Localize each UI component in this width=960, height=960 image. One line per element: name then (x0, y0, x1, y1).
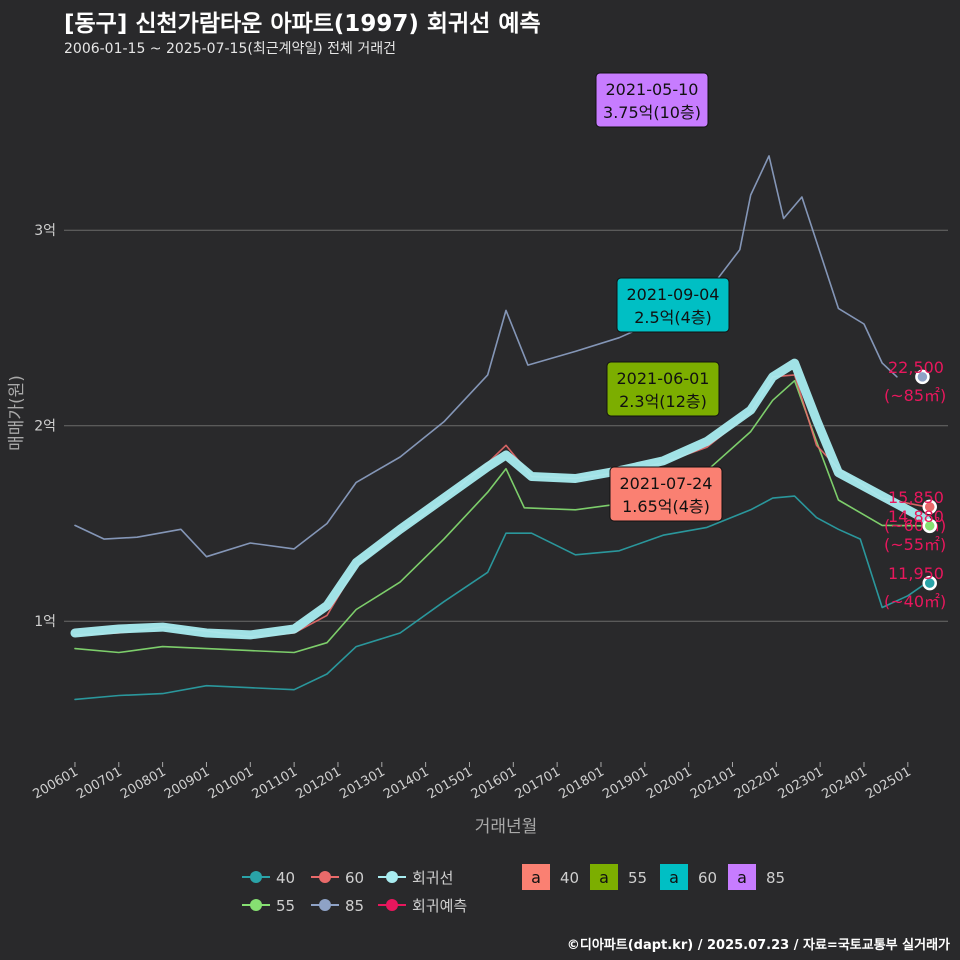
series-line-60 (74, 374, 927, 638)
x-tick-label: 201701 (513, 764, 563, 802)
legend-box-key (522, 864, 550, 890)
forecast-value-label: 15,850 (888, 488, 944, 507)
y-axis-title: 매매가(원) (7, 375, 27, 451)
x-tick-label: 202001 (644, 764, 694, 802)
annotation-date: 2021-07-24 (620, 474, 713, 493)
legend-box-glyph: a (531, 868, 541, 887)
legend-label: 55 (276, 897, 295, 915)
annotation-box (606, 361, 720, 417)
forecast-marker (922, 518, 937, 534)
series-line-55 (74, 379, 927, 654)
chart-title: [동구] 신천가람타운 아파트(1997) 회귀선 예측 (64, 11, 541, 37)
forecast-marker (915, 369, 930, 385)
annotation-callout: 2021-06-01 2.3억(12층) (606, 361, 720, 417)
legend-box-glyph: a (599, 868, 609, 887)
legend-dot-key (250, 899, 262, 911)
forecast-marker (922, 499, 937, 515)
legend-box-label: 85 (766, 869, 785, 887)
x-tick-label: 200701 (74, 764, 124, 802)
annotation-box (595, 72, 709, 128)
legend-dot-key (319, 899, 331, 911)
legend-box-label: 60 (698, 869, 717, 887)
legend-label: 40 (276, 869, 295, 887)
series-line-85 (74, 155, 898, 558)
legend-label: 85 (345, 897, 364, 915)
series-line-40 (74, 495, 927, 701)
forecast-area-label: (~40㎡) (884, 592, 946, 611)
x-tick-label: 202101 (688, 764, 738, 802)
forecast-area-label: (~55㎡) (884, 535, 946, 554)
x-tick-label: 200801 (118, 764, 168, 802)
annotation-callout: 2021-09-04 2.5억(4층) (616, 277, 730, 333)
forecast-area-label: (~85㎡) (884, 386, 946, 405)
annotation-date: 2021-05-10 (606, 80, 699, 99)
x-tick-label: 201801 (556, 764, 606, 802)
x-tick-label: 202401 (819, 764, 869, 802)
forecast-marker (922, 575, 937, 591)
x-tick-label: 201401 (381, 764, 431, 802)
x-tick-label: 201501 (425, 764, 475, 802)
chart-subtitle: 2006-01-15 ~ 2025-07-15(최근계약일) 전체 거래건 (64, 41, 396, 57)
x-axis-title: 거래년월 (475, 817, 538, 837)
x-tick-label: 200601 (30, 764, 80, 802)
legend-label: 회귀예측 (412, 897, 467, 915)
y-tick-label: 1억 (34, 614, 56, 630)
legend-box-glyph: a (737, 868, 747, 887)
legend-box-key (660, 864, 688, 890)
legend-label: 60 (345, 869, 364, 887)
annotation-price: 1.65억(4층) (622, 497, 710, 516)
forecast-value-label: 14,880 (888, 507, 944, 526)
y-tick-label: 3억 (34, 223, 56, 239)
x-tick-label: 202501 (863, 764, 913, 802)
annotation-price: 2.5억(4층) (634, 308, 712, 327)
annotation-date: 2021-09-04 (627, 285, 720, 304)
legend-dot-key (250, 871, 262, 883)
forecast-value-label: 22,500 (888, 358, 944, 377)
legend-box-key (590, 864, 618, 890)
x-tick-label: 201601 (469, 764, 519, 802)
annotation-price: 3.75억(10층) (603, 103, 701, 122)
x-tick-label: 201201 (293, 764, 343, 802)
legend-box-key (728, 864, 756, 890)
annotation-box (609, 466, 723, 522)
legend-dot-key (386, 871, 398, 883)
legend-dot-key (386, 899, 398, 911)
x-tick-label: 201001 (206, 764, 256, 802)
legend-box-glyph: a (669, 868, 679, 887)
forecast-value-label: 11,950 (888, 564, 944, 583)
legend-dot-key (319, 871, 331, 883)
annotation-box (616, 277, 730, 333)
trend-line (70, 358, 931, 640)
x-tick-label: 201301 (337, 764, 387, 802)
annotation-callout: 2021-07-24 1.65억(4층) (609, 466, 723, 522)
annotation-price: 2.3억(12층) (619, 392, 707, 411)
x-tick-label: 202201 (732, 764, 782, 802)
y-tick-label: 2억 (34, 419, 56, 435)
x-tick-label: 202301 (776, 764, 826, 802)
legend-box-label: 55 (628, 869, 647, 887)
legend-label: 회귀선 (412, 869, 453, 887)
legend-box-label: 40 (560, 869, 579, 887)
credit-text: ©디아파트(dapt.kr) / 2025.07.23 / 자료=국토교통부 실… (566, 938, 950, 953)
x-tick-label: 200901 (162, 764, 212, 802)
annotation-callout: 2021-05-10 3.75억(10층) (595, 72, 709, 128)
annotation-date: 2021-06-01 (617, 369, 710, 388)
x-tick-label: 201101 (250, 764, 300, 802)
x-tick-label: 201901 (600, 764, 650, 802)
